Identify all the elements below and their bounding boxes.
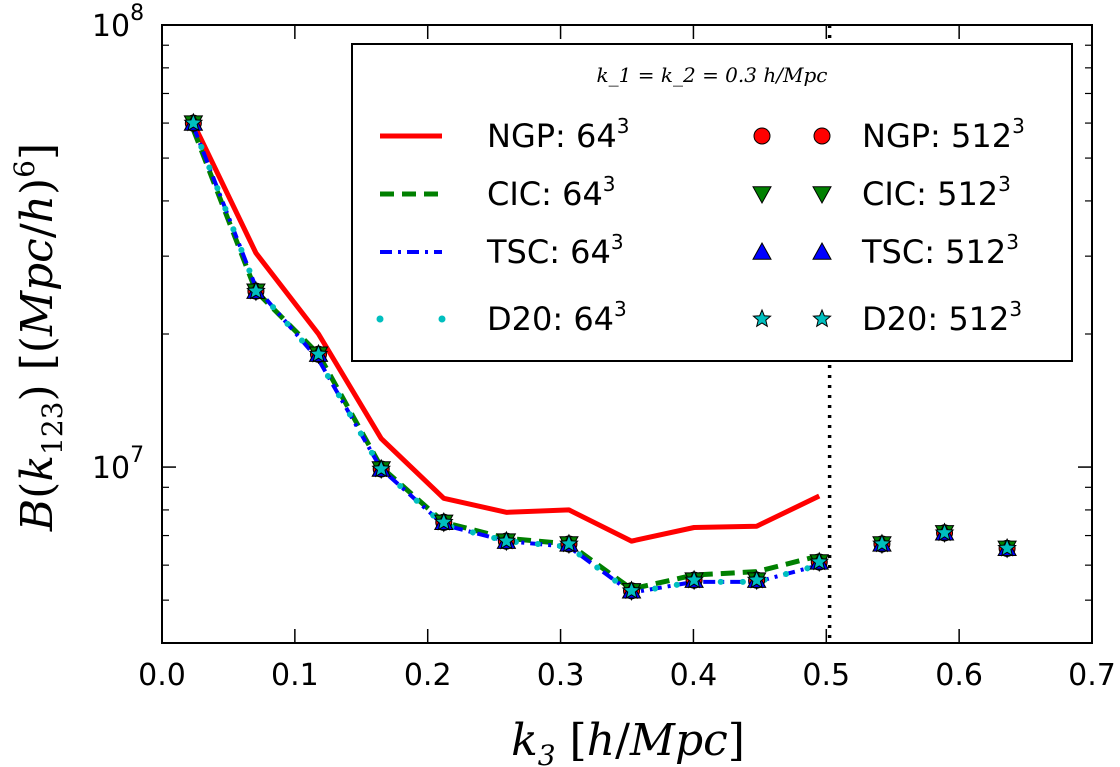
legend-label: NGP: 5123 bbox=[862, 114, 1025, 155]
legend-handle bbox=[752, 241, 772, 260]
y-tick-label: 107 bbox=[92, 443, 144, 486]
legend-label: CIC: 5123 bbox=[862, 172, 1011, 213]
legend-title: k_1 = k_2 = 0.3 h/Mpc bbox=[597, 63, 828, 87]
axes: 0.0 0.1 0.2 0.3 0.4 0.5 0.6 0.7 107 108 bbox=[92, 1, 1116, 693]
legend-label: TSC: 643 bbox=[486, 230, 624, 271]
legend-handle bbox=[812, 308, 832, 328]
legend-label: TSC: 5123 bbox=[861, 230, 1019, 271]
legend-label: NGP: 643 bbox=[487, 114, 629, 155]
x-tick-label: 0.3 bbox=[537, 658, 585, 693]
data-point bbox=[246, 280, 266, 300]
x-tick-label: 0.1 bbox=[271, 658, 319, 693]
legend-entry-6: TSC: 5123 bbox=[752, 230, 1019, 271]
x-axis-label: k3 [h/Mpc] bbox=[511, 715, 745, 767]
legend-label: D20: 5123 bbox=[862, 297, 1022, 338]
legend-handle bbox=[753, 127, 771, 145]
data-point bbox=[496, 530, 517, 550]
x-tick-label: 0.6 bbox=[935, 658, 983, 693]
y-tick-label: 108 bbox=[92, 1, 144, 44]
data-point bbox=[559, 533, 579, 553]
data-point bbox=[183, 112, 204, 132]
legend-handle bbox=[812, 186, 832, 205]
legend-handle bbox=[752, 186, 772, 205]
data-point bbox=[621, 580, 642, 600]
data-point bbox=[308, 343, 329, 363]
legend-handle bbox=[376, 315, 384, 323]
legend: k_1 = k_2 = 0.3 h/Mpc NGP: 643 CIC: 643 TSC… bbox=[351, 43, 1073, 362]
legend-entry-2: TSC: 643 bbox=[380, 230, 624, 271]
x-tick-label: 0.4 bbox=[670, 658, 718, 693]
series-line bbox=[191, 121, 821, 544]
x-tick-label: 0.7 bbox=[1068, 658, 1116, 693]
legend-entry-0: NGP: 643 bbox=[380, 114, 629, 155]
legend-handle bbox=[813, 127, 831, 145]
legend-entry-5: CIC: 5123 bbox=[752, 172, 1011, 213]
data-point bbox=[809, 551, 830, 571]
legend-label: D20: 643 bbox=[487, 297, 627, 338]
legend-entry-1: CIC: 643 bbox=[380, 172, 616, 213]
plot-area bbox=[183, 25, 1017, 643]
legend-entry-7: D20: 5123 bbox=[752, 297, 1022, 338]
data-point bbox=[433, 511, 454, 531]
y-axis-label: B(k123) [(Mpc/h)6] bbox=[8, 143, 69, 532]
legend-entry-3: D20: 643 bbox=[376, 297, 627, 338]
data-point bbox=[684, 569, 704, 589]
data-point bbox=[371, 458, 392, 478]
x-tick-label: 0.5 bbox=[802, 658, 850, 693]
legend-label: CIC: 643 bbox=[487, 172, 616, 213]
x-tick-label: 0.0 bbox=[138, 658, 186, 693]
data-point bbox=[997, 537, 1017, 557]
data-point bbox=[746, 569, 767, 589]
legend-entry-4: NGP: 5123 bbox=[753, 114, 1025, 155]
data-point bbox=[872, 533, 892, 553]
legend-handle bbox=[438, 315, 446, 323]
x-tick-label: 0.2 bbox=[404, 658, 452, 693]
series-0-group bbox=[191, 121, 821, 544]
data-point bbox=[934, 522, 955, 542]
legend-box bbox=[351, 43, 1073, 362]
legend-handle bbox=[812, 241, 832, 260]
series-7-group bbox=[183, 112, 1017, 600]
legend-handle bbox=[752, 308, 772, 328]
